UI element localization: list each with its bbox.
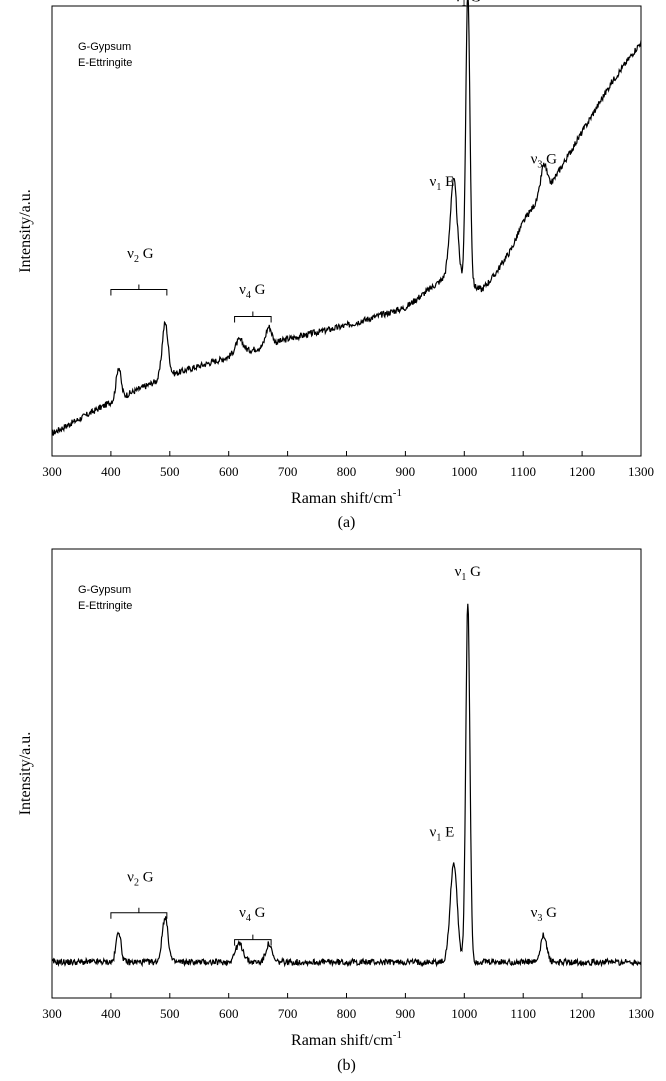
peak-bracket [110, 907, 168, 919]
peak-label-symbol: ν [531, 152, 538, 168]
x-tick-label: 1200 [569, 1006, 595, 1021]
x-axis-title: Raman shift/cm-1 [291, 1029, 402, 1049]
peak-label-band: G [466, 0, 481, 6]
x-tick-label: 500 [160, 1006, 180, 1021]
peak-label-subscript: 3 [537, 913, 542, 924]
x-tick-label: 600 [219, 464, 239, 479]
y-axis-title: Intensity/a.u. [17, 189, 34, 273]
x-tick-label: 700 [278, 1006, 298, 1021]
legend-entry: E-Ettringite [78, 57, 132, 69]
peak-label-subscript: 1 [461, 0, 466, 9]
peak-label-subscript: 1 [436, 182, 441, 193]
legend-entry: G-Gypsum [78, 584, 131, 596]
peak-label-symbol: ν [455, 0, 462, 6]
peak-label-band: E [441, 174, 454, 190]
peak-label-symbol: ν [430, 824, 437, 840]
peak-label-symbol: ν [239, 905, 246, 921]
x-tick-label: 700 [278, 464, 298, 479]
peak-label-symbol: ν [127, 246, 134, 262]
peak-label-band: G [466, 564, 481, 580]
x-tick-label: 800 [337, 464, 357, 479]
panel-a: 300 400 500 600 700 800 900 1000 1100 1200 1300 Ram… [17, 0, 654, 531]
peak-label-band: G [251, 282, 266, 298]
peak-label-subscript: 3 [537, 160, 542, 171]
peak-label-subscript: 1 [461, 572, 466, 583]
spectrum-line [51, 603, 642, 968]
peak-label-subscript: 4 [246, 290, 251, 301]
x-axis-title-superscript: -1 [393, 1029, 402, 1041]
peak-label: ν4 G [239, 282, 266, 301]
y-axis-title: Intensity/a.u. [17, 732, 34, 816]
peak-label-band: G [251, 905, 266, 921]
peak-label-subscript: 4 [246, 913, 251, 924]
x-tick-label: 500 [160, 464, 180, 479]
x-tick-label: 1000 [451, 464, 477, 479]
legend-entry: E-Ettringite [78, 600, 132, 612]
x-tick-label: 1200 [569, 464, 595, 479]
peak-bracket [234, 934, 272, 946]
x-tick-label: 1100 [510, 1006, 536, 1021]
peak-label-symbol: ν [430, 174, 437, 190]
peak-label-subscript: 2 [134, 254, 139, 265]
peak-label: ν1 G [455, 0, 482, 9]
peak-label: ν4 G [239, 905, 266, 924]
x-tick-label: 300 [42, 464, 62, 479]
peak-label-band: G [139, 869, 154, 885]
peak-label-symbol: ν [455, 564, 462, 580]
x-tick-label: 1000 [451, 1006, 477, 1021]
x-tick-label: 400 [101, 464, 121, 479]
peak-bracket [110, 284, 168, 296]
x-tick-label: 1100 [510, 464, 536, 479]
x-tick-label: 800 [337, 1006, 357, 1021]
x-tick-label: 1300 [628, 1006, 654, 1021]
peak-label-band: G [139, 246, 154, 262]
panel-b: 300 400 500 600 700 800 900 1000 1100 1200 1300 Ram… [17, 548, 654, 1074]
peak-label: ν3 G [531, 905, 558, 924]
x-tick-label: 1300 [628, 464, 654, 479]
plot-frame [51, 548, 642, 999]
peak-label: ν2 G [127, 246, 154, 265]
peak-label-subscript: 1 [436, 832, 441, 843]
peak-label-subscript: 2 [134, 877, 139, 888]
legend-entry: G-Gypsum [78, 41, 131, 53]
peak-label: ν2 G [127, 869, 154, 888]
x-axis-title-main: Raman shift/cm [291, 1032, 393, 1049]
x-axis-title: Raman shift/cm-1 [291, 487, 402, 507]
peak-label: ν1 G [455, 564, 482, 583]
x-tick-label: 300 [42, 1006, 62, 1021]
panel-label: (b) [337, 1057, 356, 1074]
peak-bracket [234, 311, 272, 323]
peak-label-symbol: ν [127, 869, 134, 885]
peak-label-band: E [441, 824, 454, 840]
peak-label: ν3 G [531, 152, 558, 171]
x-axis-title-superscript: -1 [393, 487, 402, 499]
peak-label-band: G [542, 152, 557, 168]
x-tick-label: 400 [101, 1006, 121, 1021]
peak-label-band: G [542, 905, 557, 921]
peak-label-symbol: ν [531, 905, 538, 921]
peak-label: ν1 E [430, 174, 455, 193]
x-tick-label: 900 [396, 1006, 416, 1021]
peak-label-symbol: ν [239, 282, 246, 298]
x-axis-title-main: Raman shift/cm [291, 490, 393, 507]
spectrum-line [51, 0, 642, 436]
panel-label: (a) [338, 514, 356, 531]
peak-label: ν1 E [430, 824, 455, 843]
x-tick-label: 900 [396, 464, 416, 479]
x-tick-label: 600 [219, 1006, 239, 1021]
